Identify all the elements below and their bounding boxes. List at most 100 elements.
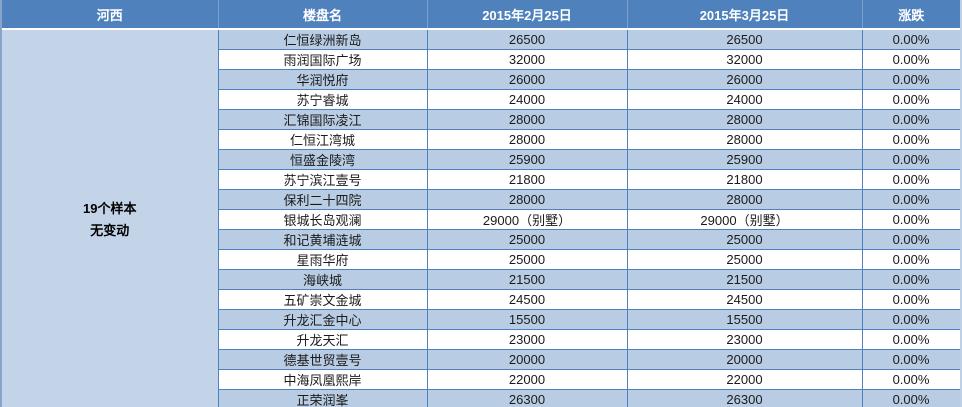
price-feb-cell[interactable]: 21500	[426, 269, 628, 290]
price-feb-cell[interactable]: 24000	[426, 89, 628, 110]
change-cell[interactable]: 0.00%	[861, 109, 960, 130]
property-name-cell[interactable]: 银城长岛观澜	[217, 209, 428, 230]
table-row: 星雨华府 25000 25000 0.00%	[2, 249, 960, 270]
change-cell[interactable]: 0.00%	[861, 69, 960, 90]
property-name-cell[interactable]: 五矿崇文金城	[217, 289, 428, 310]
property-name-cell[interactable]: 正荣润峯	[217, 389, 428, 407]
table-row: 苏宁滨江壹号 21800 21800 0.00%	[2, 169, 960, 190]
price-feb-cell[interactable]: 26500	[426, 28, 628, 50]
table-row: 19个样本 无变动 仁恒绿洲新岛 26500 26500 0.00%	[2, 28, 960, 407]
price-feb-cell[interactable]: 28000	[426, 109, 628, 130]
price-feb-cell[interactable]: 23000	[426, 329, 628, 350]
price-feb-cell[interactable]: 24500	[426, 289, 628, 310]
table-row: 和记黄埔涟城 25000 25000 0.00%	[2, 229, 960, 250]
header-change[interactable]: 涨跌	[861, 0, 960, 30]
price-mar-cell[interactable]: 29000（别墅）	[626, 209, 863, 230]
table-row: 中海凤凰熙岸 22000 22000 0.00%	[2, 369, 960, 390]
change-cell[interactable]: 0.00%	[861, 329, 960, 350]
header-property-name[interactable]: 楼盘名	[217, 0, 427, 30]
change-cell[interactable]: 0.00%	[861, 89, 960, 110]
property-name-cell[interactable]: 华润悦府	[217, 69, 428, 90]
price-mar-cell[interactable]: 28000	[626, 109, 863, 130]
change-cell[interactable]: 0.00%	[861, 209, 960, 230]
property-name-cell[interactable]: 德基世贸壹号	[217, 349, 428, 370]
price-mar-cell[interactable]: 28000	[626, 129, 863, 150]
property-name-cell[interactable]: 升龙汇金中心	[217, 309, 428, 330]
price-feb-cell[interactable]: 21800	[426, 169, 628, 190]
price-feb-cell[interactable]: 25900	[426, 149, 628, 170]
price-feb-cell[interactable]: 32000	[426, 49, 628, 70]
header-date-mar[interactable]: 2015年3月25日	[626, 0, 862, 30]
price-feb-cell[interactable]: 29000（别墅）	[426, 209, 628, 230]
table-row: 汇锦国际凌江 28000 28000 0.00%	[2, 109, 960, 130]
price-feb-cell[interactable]: 28000	[426, 189, 628, 210]
property-name-cell[interactable]: 汇锦国际凌江	[217, 109, 428, 130]
price-mar-cell[interactable]: 32000	[626, 49, 863, 70]
change-cell[interactable]: 0.00%	[861, 289, 960, 310]
table-row: 银城长岛观澜 29000（别墅） 29000（别墅） 0.00%	[2, 209, 960, 230]
price-mar-cell[interactable]: 25000	[626, 249, 863, 270]
property-name-cell[interactable]: 苏宁睿城	[217, 89, 428, 110]
header-region[interactable]: 河西	[2, 0, 218, 30]
table-row: 正荣润峯 26300 26300 0.00%	[2, 389, 960, 407]
price-feb-cell[interactable]: 26000	[426, 69, 628, 90]
price-mar-cell[interactable]: 23000	[626, 329, 863, 350]
property-name-cell[interactable]: 仁恒绿洲新岛	[217, 28, 428, 50]
price-mar-cell[interactable]: 21500	[626, 269, 863, 290]
property-name-cell[interactable]: 星雨华府	[217, 249, 428, 270]
change-status-label: 无变动	[90, 222, 130, 238]
property-name-cell[interactable]: 雨润国际广场	[217, 49, 428, 70]
change-cell[interactable]: 0.00%	[861, 249, 960, 270]
price-mar-cell[interactable]: 25900	[626, 149, 863, 170]
change-cell[interactable]: 0.00%	[861, 189, 960, 210]
change-cell[interactable]: 0.00%	[861, 129, 960, 150]
price-mar-cell[interactable]: 20000	[626, 349, 863, 370]
table-row: 保利二十四院 28000 28000 0.00%	[2, 189, 960, 210]
price-feb-cell[interactable]: 25000	[426, 249, 628, 270]
price-mar-cell[interactable]: 26300	[626, 389, 863, 407]
change-cell[interactable]: 0.00%	[861, 169, 960, 190]
change-cell[interactable]: 0.00%	[861, 309, 960, 330]
property-name-cell[interactable]: 保利二十四院	[217, 189, 428, 210]
price-mar-cell[interactable]: 26500	[626, 28, 863, 50]
price-feb-cell[interactable]: 15500	[426, 309, 628, 330]
change-cell[interactable]: 0.00%	[861, 149, 960, 170]
change-cell[interactable]: 0.00%	[861, 389, 960, 407]
price-mar-cell[interactable]: 24500	[626, 289, 863, 310]
price-mar-cell[interactable]: 22000	[626, 369, 863, 390]
property-name-cell[interactable]: 海峡城	[217, 269, 428, 290]
price-feb-cell[interactable]: 20000	[426, 349, 628, 370]
property-name-cell[interactable]: 恒盛金陵湾	[217, 149, 428, 170]
change-cell[interactable]: 0.00%	[861, 349, 960, 370]
table-body: 19个样本 无变动 仁恒绿洲新岛 26500 26500 0.00% 雨润国际广场 32000…	[2, 28, 960, 407]
price-mar-cell[interactable]: 15500	[626, 309, 863, 330]
property-name-cell[interactable]: 和记黄埔涟城	[217, 229, 428, 250]
property-name-cell[interactable]: 升龙天汇	[217, 329, 428, 350]
sample-count-label: 19个样本	[83, 200, 137, 216]
property-name-cell[interactable]: 中海凤凰熙岸	[217, 369, 428, 390]
header-date-feb[interactable]: 2015年2月25日	[426, 0, 627, 30]
price-feb-cell[interactable]: 28000	[426, 129, 628, 150]
price-mar-cell[interactable]: 28000	[626, 189, 863, 210]
change-cell[interactable]: 0.00%	[861, 28, 960, 50]
price-mar-cell[interactable]: 24000	[626, 89, 863, 110]
price-mar-cell[interactable]: 21800	[626, 169, 863, 190]
header-row: 河西 楼盘名 2015年2月25日 2015年3月25日 涨跌	[2, 0, 960, 30]
region-summary-cell[interactable]: 19个样本无变动	[2, 29, 219, 407]
table-row: 苏宁睿城 24000 24000 0.00%	[2, 89, 960, 110]
property-name-cell[interactable]: 苏宁滨江壹号	[217, 169, 428, 190]
change-cell[interactable]: 0.00%	[861, 229, 960, 250]
price-feb-cell[interactable]: 26300	[426, 389, 628, 407]
price-mar-cell[interactable]: 26000	[626, 69, 863, 90]
price-mar-cell[interactable]: 25000	[626, 229, 863, 250]
change-cell[interactable]: 0.00%	[861, 49, 960, 70]
table-row: 五矿崇文金城 24500 24500 0.00%	[2, 289, 960, 310]
price-feb-cell[interactable]: 25000	[426, 229, 628, 250]
change-cell[interactable]: 0.00%	[861, 269, 960, 290]
change-cell[interactable]: 0.00%	[861, 369, 960, 390]
table-row: 升龙汇金中心 15500 15500 0.00%	[2, 309, 960, 330]
price-feb-cell[interactable]: 22000	[426, 369, 628, 390]
property-name-cell[interactable]: 仁恒江湾城	[217, 129, 428, 150]
